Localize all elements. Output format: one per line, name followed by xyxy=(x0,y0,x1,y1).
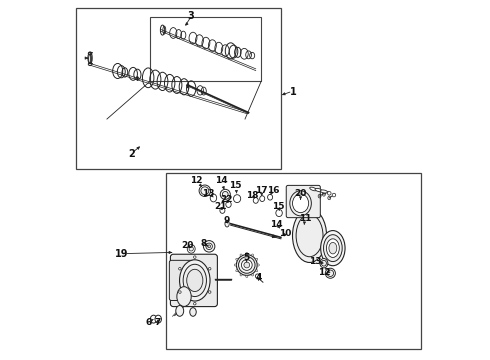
Ellipse shape xyxy=(327,270,334,276)
Ellipse shape xyxy=(220,208,225,213)
Ellipse shape xyxy=(190,308,196,316)
Ellipse shape xyxy=(325,268,335,278)
Text: 13: 13 xyxy=(309,257,321,266)
Ellipse shape xyxy=(332,193,336,197)
Ellipse shape xyxy=(244,262,250,268)
Ellipse shape xyxy=(194,302,196,305)
Ellipse shape xyxy=(155,315,161,323)
Ellipse shape xyxy=(236,255,257,275)
Text: 17: 17 xyxy=(255,185,268,194)
Text: 12: 12 xyxy=(318,268,330,277)
Ellipse shape xyxy=(327,192,331,195)
Ellipse shape xyxy=(293,209,326,262)
Text: 2: 2 xyxy=(129,149,135,159)
Text: 6: 6 xyxy=(145,318,151,327)
Ellipse shape xyxy=(326,239,339,257)
Text: 22: 22 xyxy=(220,195,233,204)
Text: 14: 14 xyxy=(215,176,227,185)
Ellipse shape xyxy=(320,190,327,193)
Text: 15: 15 xyxy=(272,202,285,211)
Text: 16: 16 xyxy=(267,185,279,194)
Ellipse shape xyxy=(257,264,259,266)
Ellipse shape xyxy=(176,306,184,316)
Text: 20: 20 xyxy=(181,241,194,250)
Ellipse shape xyxy=(240,254,242,256)
Ellipse shape xyxy=(296,215,323,257)
Text: 1: 1 xyxy=(290,87,297,97)
Ellipse shape xyxy=(253,198,258,203)
Text: 4: 4 xyxy=(255,273,262,282)
Ellipse shape xyxy=(179,291,181,293)
Ellipse shape xyxy=(187,244,195,253)
Ellipse shape xyxy=(240,274,242,276)
FancyBboxPatch shape xyxy=(286,185,320,218)
Ellipse shape xyxy=(208,267,211,270)
Ellipse shape xyxy=(236,270,238,272)
Ellipse shape xyxy=(320,258,328,268)
Ellipse shape xyxy=(199,185,211,197)
Text: 20: 20 xyxy=(294,189,307,198)
Text: 13: 13 xyxy=(202,189,215,198)
Ellipse shape xyxy=(251,274,254,276)
Ellipse shape xyxy=(183,264,206,297)
Text: 21: 21 xyxy=(215,202,227,211)
Text: 10: 10 xyxy=(279,229,292,238)
Ellipse shape xyxy=(187,269,203,292)
Text: 8: 8 xyxy=(200,239,207,248)
Text: 15: 15 xyxy=(229,181,242,190)
Ellipse shape xyxy=(256,258,258,260)
Text: 14: 14 xyxy=(270,220,283,229)
Ellipse shape xyxy=(329,242,337,254)
Ellipse shape xyxy=(203,240,215,252)
Ellipse shape xyxy=(293,194,309,213)
Bar xyxy=(166,173,421,348)
Ellipse shape xyxy=(234,195,241,203)
Text: 11: 11 xyxy=(298,214,311,223)
Ellipse shape xyxy=(208,291,211,293)
FancyBboxPatch shape xyxy=(170,260,197,301)
Text: 7: 7 xyxy=(154,318,161,327)
Ellipse shape xyxy=(242,260,252,270)
Ellipse shape xyxy=(179,260,210,301)
Ellipse shape xyxy=(206,243,212,249)
Ellipse shape xyxy=(239,257,255,273)
Ellipse shape xyxy=(245,275,248,278)
Ellipse shape xyxy=(315,188,322,192)
Text: 3: 3 xyxy=(187,11,194,21)
Ellipse shape xyxy=(179,267,181,270)
Ellipse shape xyxy=(236,258,238,260)
Ellipse shape xyxy=(290,191,311,216)
Ellipse shape xyxy=(201,187,209,195)
Bar xyxy=(76,8,281,169)
Ellipse shape xyxy=(321,260,326,266)
Ellipse shape xyxy=(177,287,191,306)
Ellipse shape xyxy=(150,315,157,323)
Ellipse shape xyxy=(310,187,317,191)
Ellipse shape xyxy=(194,256,196,258)
Ellipse shape xyxy=(220,189,230,199)
Text: 5: 5 xyxy=(243,253,249,262)
Text: 19: 19 xyxy=(115,248,128,258)
FancyBboxPatch shape xyxy=(171,254,218,307)
Text: 18: 18 xyxy=(246,190,258,199)
Ellipse shape xyxy=(323,235,342,262)
Ellipse shape xyxy=(260,196,265,202)
Ellipse shape xyxy=(256,270,258,272)
Ellipse shape xyxy=(222,192,228,197)
Ellipse shape xyxy=(245,252,248,255)
Ellipse shape xyxy=(251,254,254,256)
Ellipse shape xyxy=(189,247,194,251)
Text: 9: 9 xyxy=(223,216,230,225)
Ellipse shape xyxy=(320,230,345,266)
Bar xyxy=(150,17,261,81)
Text: 12: 12 xyxy=(190,176,203,185)
Ellipse shape xyxy=(225,221,229,227)
Ellipse shape xyxy=(276,210,282,217)
Ellipse shape xyxy=(210,194,217,202)
Ellipse shape xyxy=(208,245,211,248)
Ellipse shape xyxy=(234,264,236,266)
Ellipse shape xyxy=(226,201,231,207)
Ellipse shape xyxy=(268,194,272,200)
